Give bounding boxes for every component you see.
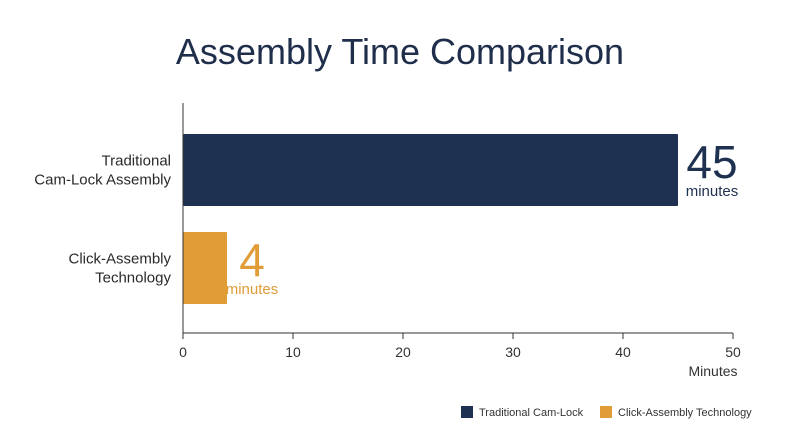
- legend-label-traditional-cam-lock: Traditional Cam-Lock: [479, 407, 584, 419]
- legend-label-click-assembly: Click-Assembly Technology: [618, 407, 752, 419]
- bar-click-assembly: [183, 232, 227, 304]
- bars-group: [183, 134, 678, 304]
- legend: Traditional Cam-Lock Click-Assembly Techn…: [461, 406, 752, 419]
- x-tick-label-0: 0: [179, 344, 187, 360]
- legend-swatch-click-assembly: [600, 406, 612, 418]
- x-tick-label-50: 50: [725, 344, 741, 360]
- category-label-click-assembly: Click-Assembly Technology: [68, 251, 171, 287]
- x-tick-label-30: 30: [505, 344, 521, 360]
- x-axis-label: Minutes: [688, 363, 737, 379]
- bar-traditional-cam-lock: [183, 134, 678, 206]
- data-label-unit-click-assembly: minutes: [226, 281, 279, 298]
- x-axis-ticks: 0 10 20 30 40 50: [179, 333, 741, 360]
- data-label-value-traditional-cam-lock: 45: [686, 136, 737, 188]
- x-tick-label-40: 40: [615, 344, 631, 360]
- category-label-traditional-cam-lock: Traditional Cam-Lock Assembly: [34, 153, 171, 189]
- x-tick-label-10: 10: [285, 344, 301, 360]
- chart-title: Assembly Time Comparison: [176, 31, 624, 72]
- x-tick-label-20: 20: [395, 344, 411, 360]
- data-label-unit-traditional-cam-lock: minutes: [686, 183, 739, 200]
- legend-swatch-traditional-cam-lock: [461, 406, 473, 418]
- data-label-value-click-assembly: 4: [239, 234, 265, 286]
- category-labels: Traditional Cam-Lock Assembly Click-Assemb…: [34, 153, 171, 287]
